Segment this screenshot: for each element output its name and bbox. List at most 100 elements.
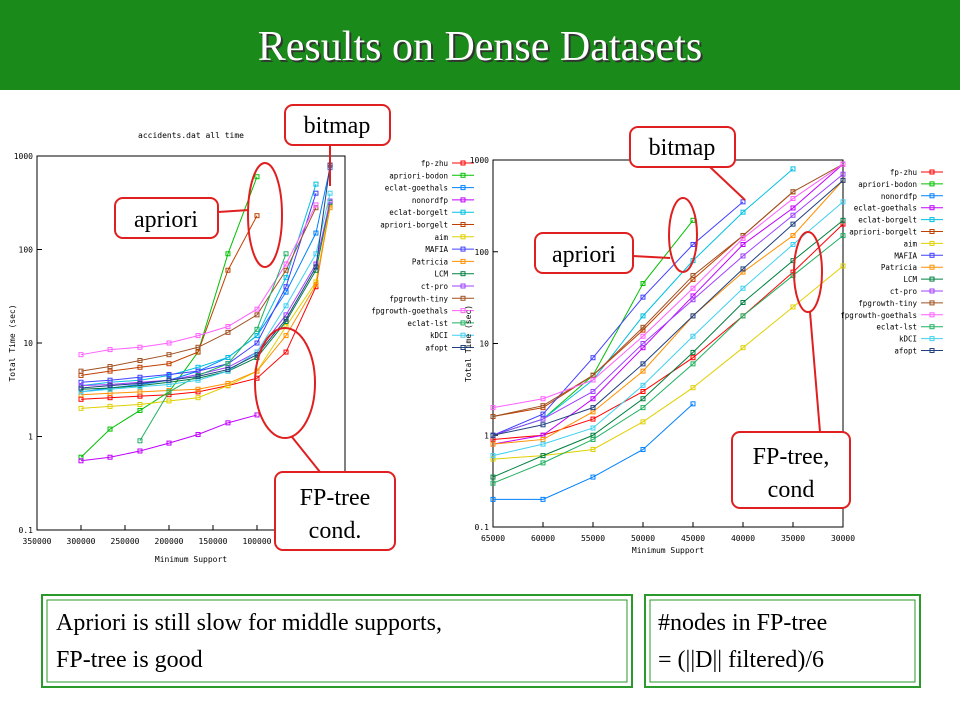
x-tick-label: 35000 [781, 534, 805, 543]
data-point [640, 294, 646, 300]
legend-label: MAFIA [894, 251, 917, 260]
legend-label: LCM [434, 270, 448, 279]
data-point [640, 446, 646, 452]
callout-text: cond [768, 477, 815, 503]
data-point [137, 389, 143, 395]
data-point [740, 299, 746, 305]
callout-text: bitmap [649, 135, 716, 161]
legend-label: Patricia [881, 263, 917, 272]
data-point [490, 456, 496, 462]
legend-marker [929, 229, 935, 234]
x-tick-label: 100000 [243, 537, 272, 546]
series-line [80, 202, 331, 390]
legend-marker [460, 320, 466, 326]
legend-label: fp-zhu [890, 168, 917, 177]
data-point [790, 196, 796, 202]
data-point [225, 380, 231, 386]
data-point [283, 267, 289, 273]
legend-marker [929, 169, 935, 175]
legend-label: fpgrowth-goethals [840, 311, 917, 320]
callout: FP-tree cond. [254, 327, 396, 551]
title-shadow: Results on Dense Datasets [260, 26, 704, 72]
data-point [640, 341, 646, 346]
series-line [80, 164, 331, 389]
data-point [640, 281, 646, 287]
series-line [492, 201, 844, 457]
data-point [540, 411, 546, 417]
data-point [78, 368, 84, 374]
data-point [225, 329, 231, 335]
data-point [740, 269, 746, 275]
series-line [492, 219, 844, 478]
data-point [690, 361, 696, 367]
x-tick-label: 300000 [67, 537, 96, 546]
data-point [283, 251, 289, 257]
series [78, 205, 333, 398]
data-point [640, 388, 646, 394]
data-point [254, 326, 260, 332]
data-point [225, 361, 231, 367]
legend-label: apriori-borgelt [849, 228, 917, 237]
series-line [492, 163, 844, 418]
data-point [740, 233, 746, 239]
data-point [740, 235, 746, 241]
series-line [80, 204, 331, 409]
note-text: Apriori is still slow for middle support… [56, 610, 442, 636]
series-line [492, 191, 794, 418]
note-box: #nodes in FP-tree = (||D|| filtered)/6 [644, 594, 921, 688]
data-point [254, 333, 260, 339]
data-point [195, 349, 201, 355]
callout: FP-tree, cond [731, 231, 851, 509]
data-point [107, 426, 113, 432]
data-point [313, 264, 319, 270]
header-bar [0, 0, 960, 90]
legend-marker [460, 295, 466, 301]
series [490, 199, 846, 459]
series-line [492, 163, 844, 409]
x-tick-label: 40000 [731, 534, 755, 543]
data-point [640, 333, 646, 339]
series [490, 189, 796, 420]
series-line [492, 173, 844, 436]
x-tick-label: 65000 [481, 534, 505, 543]
legend-label: fpgrowth-tiny [858, 299, 917, 308]
data-point [107, 454, 113, 460]
series [78, 412, 260, 464]
callout: apriori [114, 162, 283, 268]
legend-marker [460, 332, 466, 338]
data-point [78, 379, 84, 385]
legend-marker [460, 246, 466, 252]
x-tick-label: 30000 [831, 534, 855, 543]
data-point [137, 401, 143, 407]
data-point [225, 251, 231, 257]
data-point [166, 398, 172, 404]
data-point [225, 420, 231, 426]
note-text: #nodes in FP-tree [658, 610, 827, 636]
data-point [590, 425, 596, 431]
x-tick-label: 200000 [155, 537, 184, 546]
data-point [690, 385, 696, 391]
x-tick-label: 45000 [681, 534, 705, 543]
series-line [80, 193, 331, 393]
x-tick-label: 350000 [23, 537, 52, 546]
series-line [492, 179, 844, 436]
data-point [640, 382, 646, 388]
data-point [640, 368, 646, 374]
y-tick-label: 1000 [470, 156, 489, 165]
legend-marker [929, 193, 935, 199]
data-point [137, 438, 143, 444]
data-point [166, 361, 172, 367]
data-point [283, 275, 289, 281]
y-tick-label: 0.1 [475, 523, 490, 532]
legend-label: apriori-bodon [389, 171, 448, 180]
x-tick-label: 250000 [111, 537, 140, 546]
y-tick-label: 1 [484, 431, 489, 440]
data-point [640, 361, 646, 367]
series [490, 161, 846, 411]
data-point [490, 480, 496, 486]
series-line [492, 235, 844, 484]
legend-label: eclat-goethals [854, 204, 917, 213]
data-point [590, 416, 596, 422]
legend-label: afopt [425, 344, 448, 353]
data-point [540, 436, 546, 442]
